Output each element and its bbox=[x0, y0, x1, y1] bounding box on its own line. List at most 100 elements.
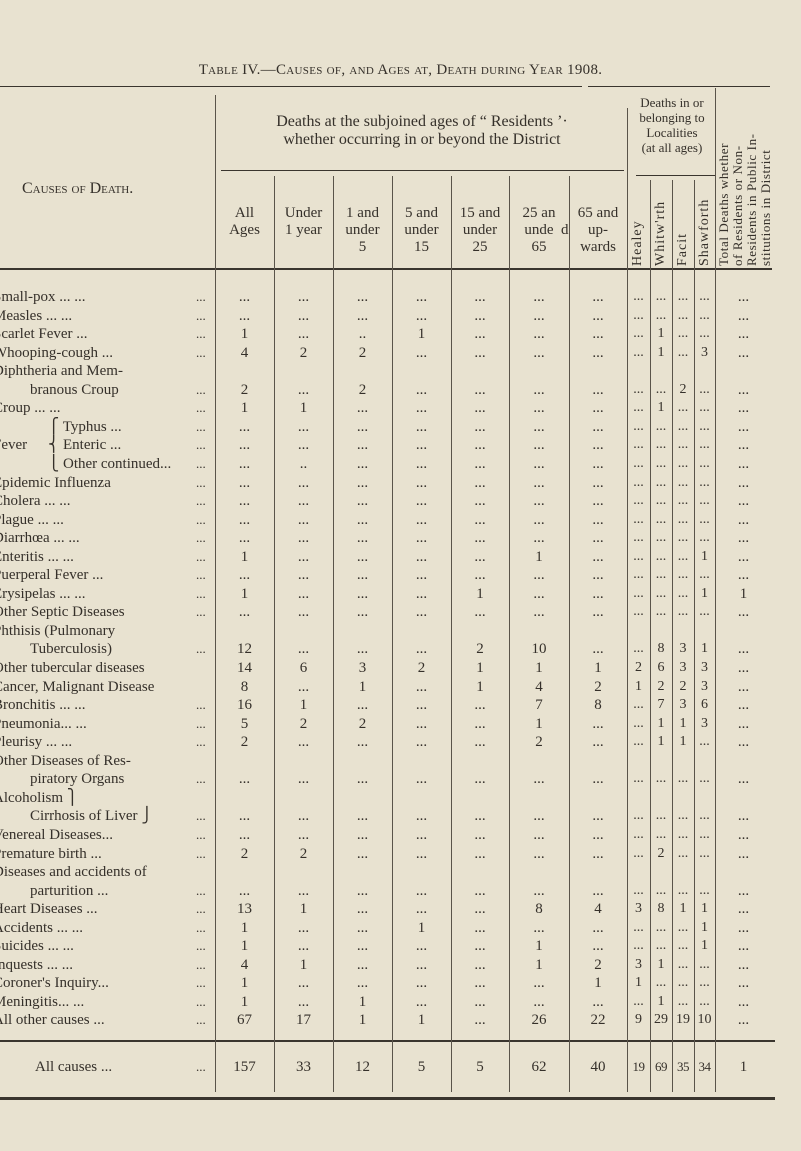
table-cell: ... bbox=[297, 326, 310, 343]
table-cell: ... bbox=[474, 381, 486, 398]
table-cell: 1 bbox=[594, 660, 602, 676]
table-cell: 1 bbox=[657, 956, 665, 972]
table-cell: ... bbox=[356, 808, 369, 825]
table-cell: .. bbox=[358, 326, 367, 343]
table-cell: ... bbox=[238, 289, 251, 305]
table-cell: ... bbox=[737, 400, 750, 417]
table-cell: ... bbox=[699, 493, 710, 509]
cause-label: Puerperal Fever ... bbox=[0, 567, 104, 584]
table-cell: ... bbox=[737, 901, 750, 918]
table-cell: 2 bbox=[594, 956, 602, 973]
locality-column-header: Whitw'rth bbox=[653, 200, 668, 266]
age-column-header-line: 25 an bbox=[522, 205, 556, 221]
table-cell: 13 bbox=[237, 901, 252, 918]
localities-subrule bbox=[636, 175, 716, 176]
table-cell: ... bbox=[592, 326, 604, 343]
table-cell: 1 bbox=[417, 326, 426, 343]
table-cell: ... bbox=[633, 826, 644, 842]
age-col-stray-letter: d bbox=[561, 222, 569, 238]
table-cell: ... bbox=[415, 771, 428, 788]
totals-cell: 5 bbox=[476, 1059, 484, 1075]
column-divider bbox=[274, 176, 275, 1092]
table-cell: ... bbox=[474, 437, 486, 454]
column-divider bbox=[509, 176, 510, 1092]
table-cell: 8 bbox=[240, 678, 249, 695]
table-cell: ... bbox=[633, 511, 644, 527]
table-cell: 9 bbox=[635, 1012, 642, 1028]
table-cell: ... bbox=[533, 344, 545, 361]
table-cell: 2 bbox=[299, 344, 308, 361]
table-cell: ... bbox=[356, 585, 369, 602]
table-cell: ... bbox=[737, 511, 750, 528]
table-cell: ... bbox=[592, 715, 604, 732]
table-cell: ... bbox=[533, 474, 545, 491]
cause-label: Cholera ... ... bbox=[0, 493, 71, 510]
table-cell: ... bbox=[592, 826, 604, 843]
table-cell: ... bbox=[737, 437, 750, 454]
table-cell: ... bbox=[737, 326, 750, 343]
table-cell: ... bbox=[533, 882, 545, 899]
locality-column-header: Shawforth bbox=[697, 198, 712, 266]
table-cell: ... bbox=[474, 975, 486, 992]
table-cell: 4 bbox=[240, 956, 249, 973]
table-cell: 2 bbox=[240, 845, 249, 862]
table-cell: ... bbox=[633, 604, 644, 620]
table-cell: ... bbox=[356, 919, 369, 936]
table-cell: ... bbox=[474, 474, 486, 491]
leader-dots: ... bbox=[196, 938, 206, 954]
table-cell: 3 bbox=[701, 678, 708, 694]
table-cell: ... bbox=[533, 567, 545, 584]
table-cell: 2 bbox=[299, 845, 308, 862]
cause-label: Coroner's Inquiry... bbox=[0, 975, 109, 992]
leader-dots: ... bbox=[196, 455, 206, 471]
table-cell: 4 bbox=[535, 678, 543, 695]
age-column-header-line: unde bbox=[524, 222, 554, 238]
leader-dots: ... bbox=[196, 734, 206, 750]
table-cell: ... bbox=[592, 493, 604, 510]
table-cell: ... bbox=[297, 530, 310, 547]
table-cell: ... bbox=[238, 882, 251, 899]
cause-label: All other causes ... bbox=[0, 1012, 105, 1029]
table-cell: ... bbox=[737, 289, 750, 305]
cause-label: Phthisis (Pulmonary bbox=[0, 622, 116, 639]
table-cell: ... bbox=[633, 530, 644, 546]
column-divider bbox=[333, 176, 334, 1092]
table-cell: 1 bbox=[535, 660, 543, 676]
table-cell: ... bbox=[356, 771, 369, 788]
table-cell: 3 bbox=[701, 344, 708, 360]
table-cell: 1 bbox=[535, 938, 543, 955]
cause-label: Scarlet Fever ... bbox=[0, 326, 88, 343]
table-cell: ... bbox=[356, 604, 369, 621]
column-divider bbox=[694, 180, 695, 1092]
causes-of-death-heading: Causes of Death. bbox=[22, 180, 134, 197]
table-cell: ... bbox=[699, 289, 710, 304]
table-cell: ... bbox=[633, 845, 644, 861]
table-cell: ... bbox=[592, 437, 604, 454]
table-cell: ... bbox=[474, 697, 486, 714]
table-cell: ... bbox=[592, 474, 604, 491]
table-cell: ... bbox=[297, 567, 310, 584]
table-cell: ... bbox=[238, 826, 251, 843]
table-cell: ... bbox=[699, 993, 710, 1009]
table-cell: ... bbox=[474, 567, 486, 584]
table-cell: ... bbox=[415, 493, 428, 510]
cause-label: Heart Diseases ... bbox=[0, 901, 98, 918]
cause-label: Venereal Diseases... bbox=[0, 826, 113, 843]
table-cell: ... bbox=[356, 437, 369, 454]
table-cell: 2 bbox=[358, 715, 367, 732]
totals-cell: 19 bbox=[632, 1059, 646, 1074]
table-cell: ... bbox=[592, 400, 604, 417]
age-column-header-line: All bbox=[234, 205, 255, 221]
leader-dots: ... bbox=[196, 344, 206, 360]
table-cell: ... bbox=[474, 808, 486, 825]
table-cell: 1 bbox=[299, 400, 308, 417]
table-cell: ... bbox=[415, 901, 428, 918]
bottom-rule bbox=[0, 1097, 775, 1100]
table-cell: 2 bbox=[358, 381, 367, 398]
totals-cell: 157 bbox=[233, 1059, 256, 1075]
table-cell: ... bbox=[655, 919, 667, 935]
table-cell: ... bbox=[474, 604, 486, 621]
table-cell: ... bbox=[633, 919, 644, 935]
table-cell: ... bbox=[297, 975, 310, 992]
table-cell: ... bbox=[699, 381, 710, 397]
